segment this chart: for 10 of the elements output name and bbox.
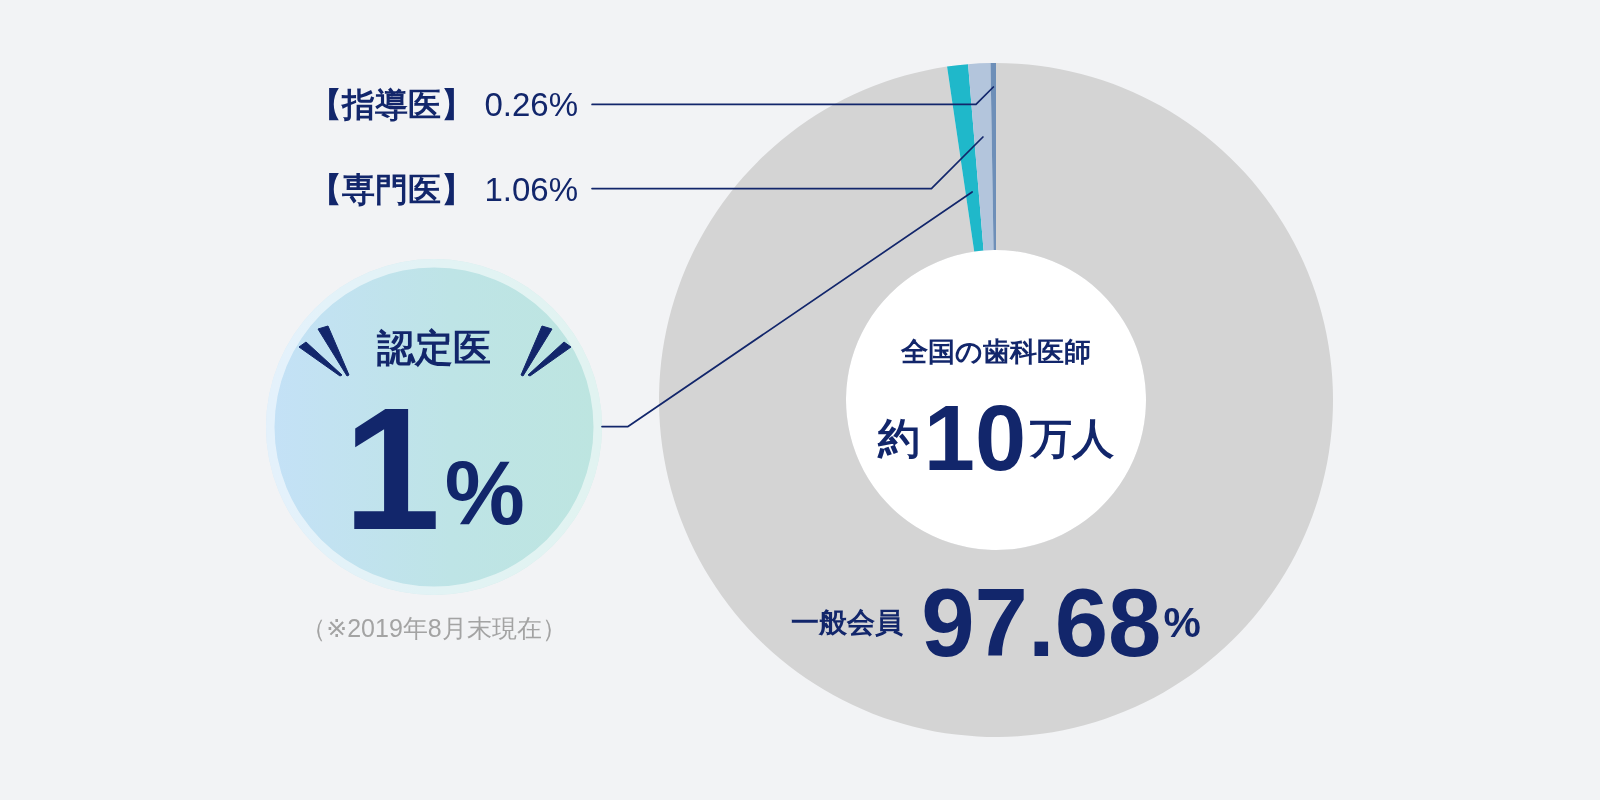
text: 全国の歯科医師 [900, 337, 1091, 367]
slice-label: 【専門医】 [309, 170, 475, 208]
slice-label: 【指導医】 [309, 85, 475, 123]
data-label: 0.26% [484, 85, 578, 123]
data-label: 97.68% [921, 568, 1201, 676]
text: （※2019年8月末現在） [301, 614, 567, 642]
data-label: 1% [343, 370, 525, 566]
slice-label: 一般会員 [791, 606, 904, 638]
data-label: 1.06% [484, 170, 578, 208]
slice-label: 認定医 [376, 327, 491, 369]
